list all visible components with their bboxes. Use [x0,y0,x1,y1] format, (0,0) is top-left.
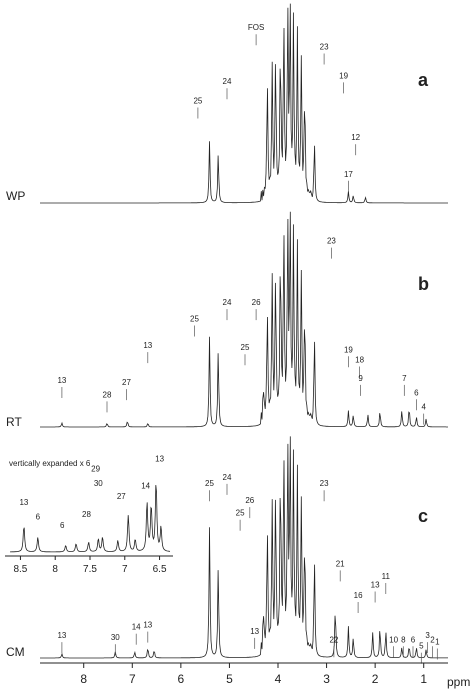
peak-label: 10 [389,635,398,644]
peak-label: 13 [57,631,66,640]
peak-label: 6 [414,388,419,397]
inset: vertically expanded x 6 8.5 8 7.5 7 6.5 13 6 2… [5,454,173,575]
peak-label: 23 [327,237,336,246]
peak-label: 1 [435,638,440,647]
peak-label: 24 [223,298,232,307]
peak-label: 13 [371,581,380,590]
peak-label: FOS [248,23,264,32]
panel-letter-a: a [418,70,429,90]
peak-label: 3 [425,631,430,640]
peak-label: 11 [382,572,391,581]
inset-x-tick-label: 8.5 [13,564,27,575]
peak-label: 8 [401,635,406,644]
peak-label: 5 [419,642,424,651]
peak-label: 21 [336,559,345,568]
inset-spectrum-line [10,485,171,553]
peak-label: 23 [320,43,329,52]
x-tick-label: 6 [178,672,185,686]
peak-label: 13 [143,341,152,350]
x-axis: 8 7 6 5 4 3 2 1 ppm [40,662,470,689]
peak-label: 7 [402,374,407,383]
peak-label: 12 [351,133,360,142]
peak-label: 13 [250,627,259,636]
spectrum-line-rt [40,211,448,428]
sample-label-wp: WP [6,189,25,203]
peak-label: 13 [57,376,66,385]
peak-label: 17 [344,170,353,179]
inset-x-tick-label: 7 [122,564,128,575]
spectrum-line-wp [40,3,448,204]
peak-label: 16 [354,591,363,600]
x-tick-label: 8 [80,672,87,686]
sample-label-rt: RT [6,415,22,429]
inset-peak-label: 27 [117,492,126,501]
peak-label: 6 [411,635,416,644]
sample-label-cm: CM [6,645,25,659]
inset-peak-label: 6 [60,521,65,530]
x-axis-label: ppm [447,675,470,689]
x-tick-label: 5 [226,672,233,686]
peak-label: 19 [344,345,353,354]
peak-label: 13 [143,621,152,630]
peak-label: 2 [430,635,435,644]
panel-letter-b: b [418,274,429,294]
inset-x-tick-label: 8 [52,564,58,575]
x-axis-ticks: 8 7 6 5 4 3 2 1 [80,663,427,686]
panel-letter-c: c [418,506,428,526]
spectrum-line-cm [40,436,448,659]
peak-label: 30 [111,633,120,642]
inset-peak-label: 6 [36,513,41,522]
x-tick-label: 1 [420,672,427,686]
inset-peak-label: 30 [94,479,103,488]
peak-label: 23 [320,479,329,488]
peak-label: 26 [245,496,254,505]
inset-peak-label: 13 [19,498,28,507]
peak-label: 9 [358,374,363,383]
peak-label: 4 [421,403,426,412]
peak-label: 25 [241,343,250,352]
peak-label: 25 [193,97,202,106]
inset-peak-label: 13 [155,454,164,463]
peak-label: 14 [132,623,141,632]
inset-peak-label: 14 [141,482,150,491]
peak-label: 25 [236,509,245,518]
inset-x-tick-label: 7.5 [83,564,97,575]
peak-label: 25 [205,479,214,488]
x-tick-label: 4 [275,672,282,686]
peak-label: 22 [329,635,338,644]
inset-peak-label: 29 [91,464,100,473]
annotations-a: FOS 25 24 23 19 12 17 [193,23,361,192]
peak-label: 19 [339,71,348,80]
inset-annotations: 13 6 29 30 28 27 6 14 13 [19,454,164,530]
x-tick-label: 3 [323,672,330,686]
x-tick-label: 7 [129,672,136,686]
peak-label: 28 [103,390,112,399]
peak-label: 26 [252,298,261,307]
inset-title: vertically expanded x 6 [9,459,91,468]
inset-frame [5,455,173,555]
inset-x-tick-label: 6.5 [153,564,167,575]
peak-label: 24 [223,473,232,482]
peak-label: 25 [190,315,199,324]
inset-x-axis-ticks: 8.5 8 7.5 7 6.5 [13,556,167,575]
inset-peak-label: 28 [82,510,91,519]
panel-a: a WP FOS 25 24 23 19 12 17 [6,3,448,204]
peak-label: 18 [355,356,364,365]
peak-label: 24 [223,77,232,86]
x-tick-label: 2 [372,672,379,686]
peak-label: 27 [122,378,131,387]
